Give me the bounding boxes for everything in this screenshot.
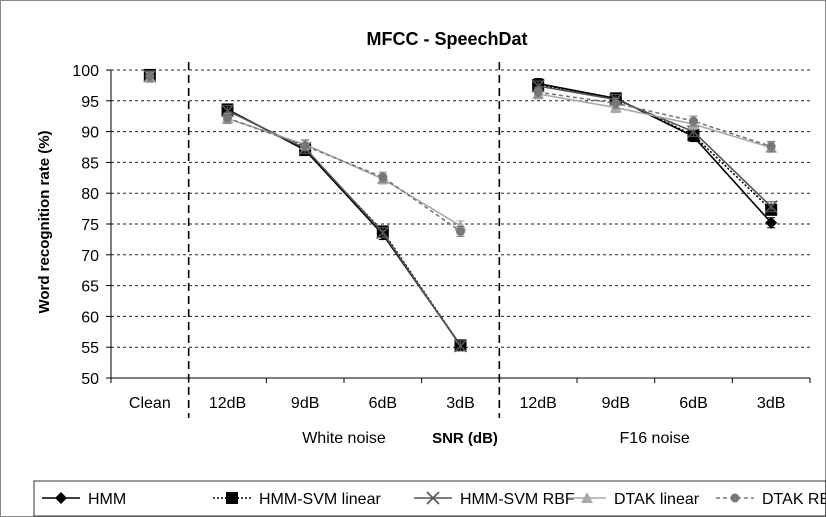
series-line (538, 83, 772, 211)
x-tick-label: Clean (129, 395, 171, 412)
marker-diamond (765, 216, 778, 229)
x-tick-label: 6dB (369, 395, 397, 412)
x-axis-title: SNR (dB) (432, 430, 498, 447)
marker-x-stroke (453, 339, 468, 353)
legend-label: DTAK RBF (762, 491, 826, 508)
y-tick-label: 80 (81, 186, 99, 203)
marker-square (226, 492, 238, 504)
y-tick-label: 70 (81, 248, 99, 265)
group-label: White noise (302, 430, 386, 447)
series-dtak-rbf (145, 70, 776, 237)
marker-x (764, 200, 778, 214)
x-tick-label: 3dB (757, 395, 785, 412)
legend-label: HMM-SVM linear (259, 491, 381, 508)
legend-item: DTAK RBF (716, 491, 826, 508)
marker-diamond (55, 492, 67, 504)
y-tick-label: 85 (81, 155, 99, 172)
series-line (227, 109, 462, 347)
marker-x (376, 226, 390, 240)
group-label: F16 noise (620, 430, 690, 447)
marker-circle (611, 98, 621, 108)
marker-x (426, 491, 440, 505)
marker-circle (689, 116, 698, 126)
group-labels: White noise F16 noise (187, 62, 690, 447)
x-tick-label: 12dB (519, 395, 556, 412)
chart-title: MFCC - SpeechDat (366, 29, 527, 49)
legend-item: HMM-SVM RBF (414, 491, 575, 508)
marker-circle (223, 113, 232, 123)
legend-item: HMM (42, 491, 126, 508)
series-line (538, 91, 772, 148)
x-tick-label: 3dB (446, 395, 474, 412)
marker-triangle (581, 492, 593, 503)
x-tick-label: 9dB (291, 395, 319, 412)
y-axis: 50 55 60 65 70 75 80 85 90 95 100 (72, 63, 112, 388)
series-layer (143, 68, 778, 353)
marker-circle (766, 141, 776, 151)
legend-border (33, 480, 826, 517)
marker-circle (456, 226, 465, 236)
marker-circle (533, 87, 543, 97)
marker-circle (300, 141, 310, 151)
marker-x-stroke (376, 226, 390, 240)
marker-circle (378, 172, 388, 182)
y-axis-title: Word recognition rate (%) (36, 130, 53, 313)
y-tick-label: 95 (81, 94, 99, 111)
y-tick-label: 90 (81, 125, 99, 142)
legend: HMM HMM-SVM linear HMM-SVM RBF DTAK linear D… (42, 491, 826, 508)
y-tick-label: 55 (81, 340, 99, 357)
legend-item: HMM-SVM linear (213, 491, 381, 508)
y-tick-label: 65 (81, 279, 99, 296)
series-line (227, 117, 461, 227)
x-tick-label: 12dB (209, 395, 246, 412)
marker-x-stroke (764, 200, 778, 214)
marker-x (531, 79, 545, 93)
legend-item: DTAK linear (568, 491, 700, 508)
series-line (227, 117, 461, 233)
y-tick-label: 75 (81, 217, 99, 234)
marker-circle (145, 71, 155, 81)
marker-circle (730, 493, 740, 503)
x-tick-label: 6dB (679, 395, 707, 412)
legend-label: HMM-SVM RBF (460, 491, 575, 508)
y-tick-label: 100 (72, 63, 99, 80)
marker-x (453, 339, 468, 353)
x-tick-label: 9dB (602, 395, 630, 412)
legend-label: HMM (88, 491, 126, 508)
marker-x (220, 104, 235, 118)
y-tick-label: 60 (81, 309, 99, 326)
x-axis: Clean 12dB 9dB 6dB 3dB 12dB 9dB 6dB 3dB (110, 377, 811, 412)
marker-x-stroke (531, 79, 545, 93)
marker-x-stroke (220, 104, 235, 118)
series-line (538, 93, 772, 149)
y-tick-label: 50 (81, 371, 99, 388)
marker-x-stroke (426, 491, 440, 505)
series-line (538, 82, 772, 224)
legend-label: DTAK linear (614, 491, 700, 508)
